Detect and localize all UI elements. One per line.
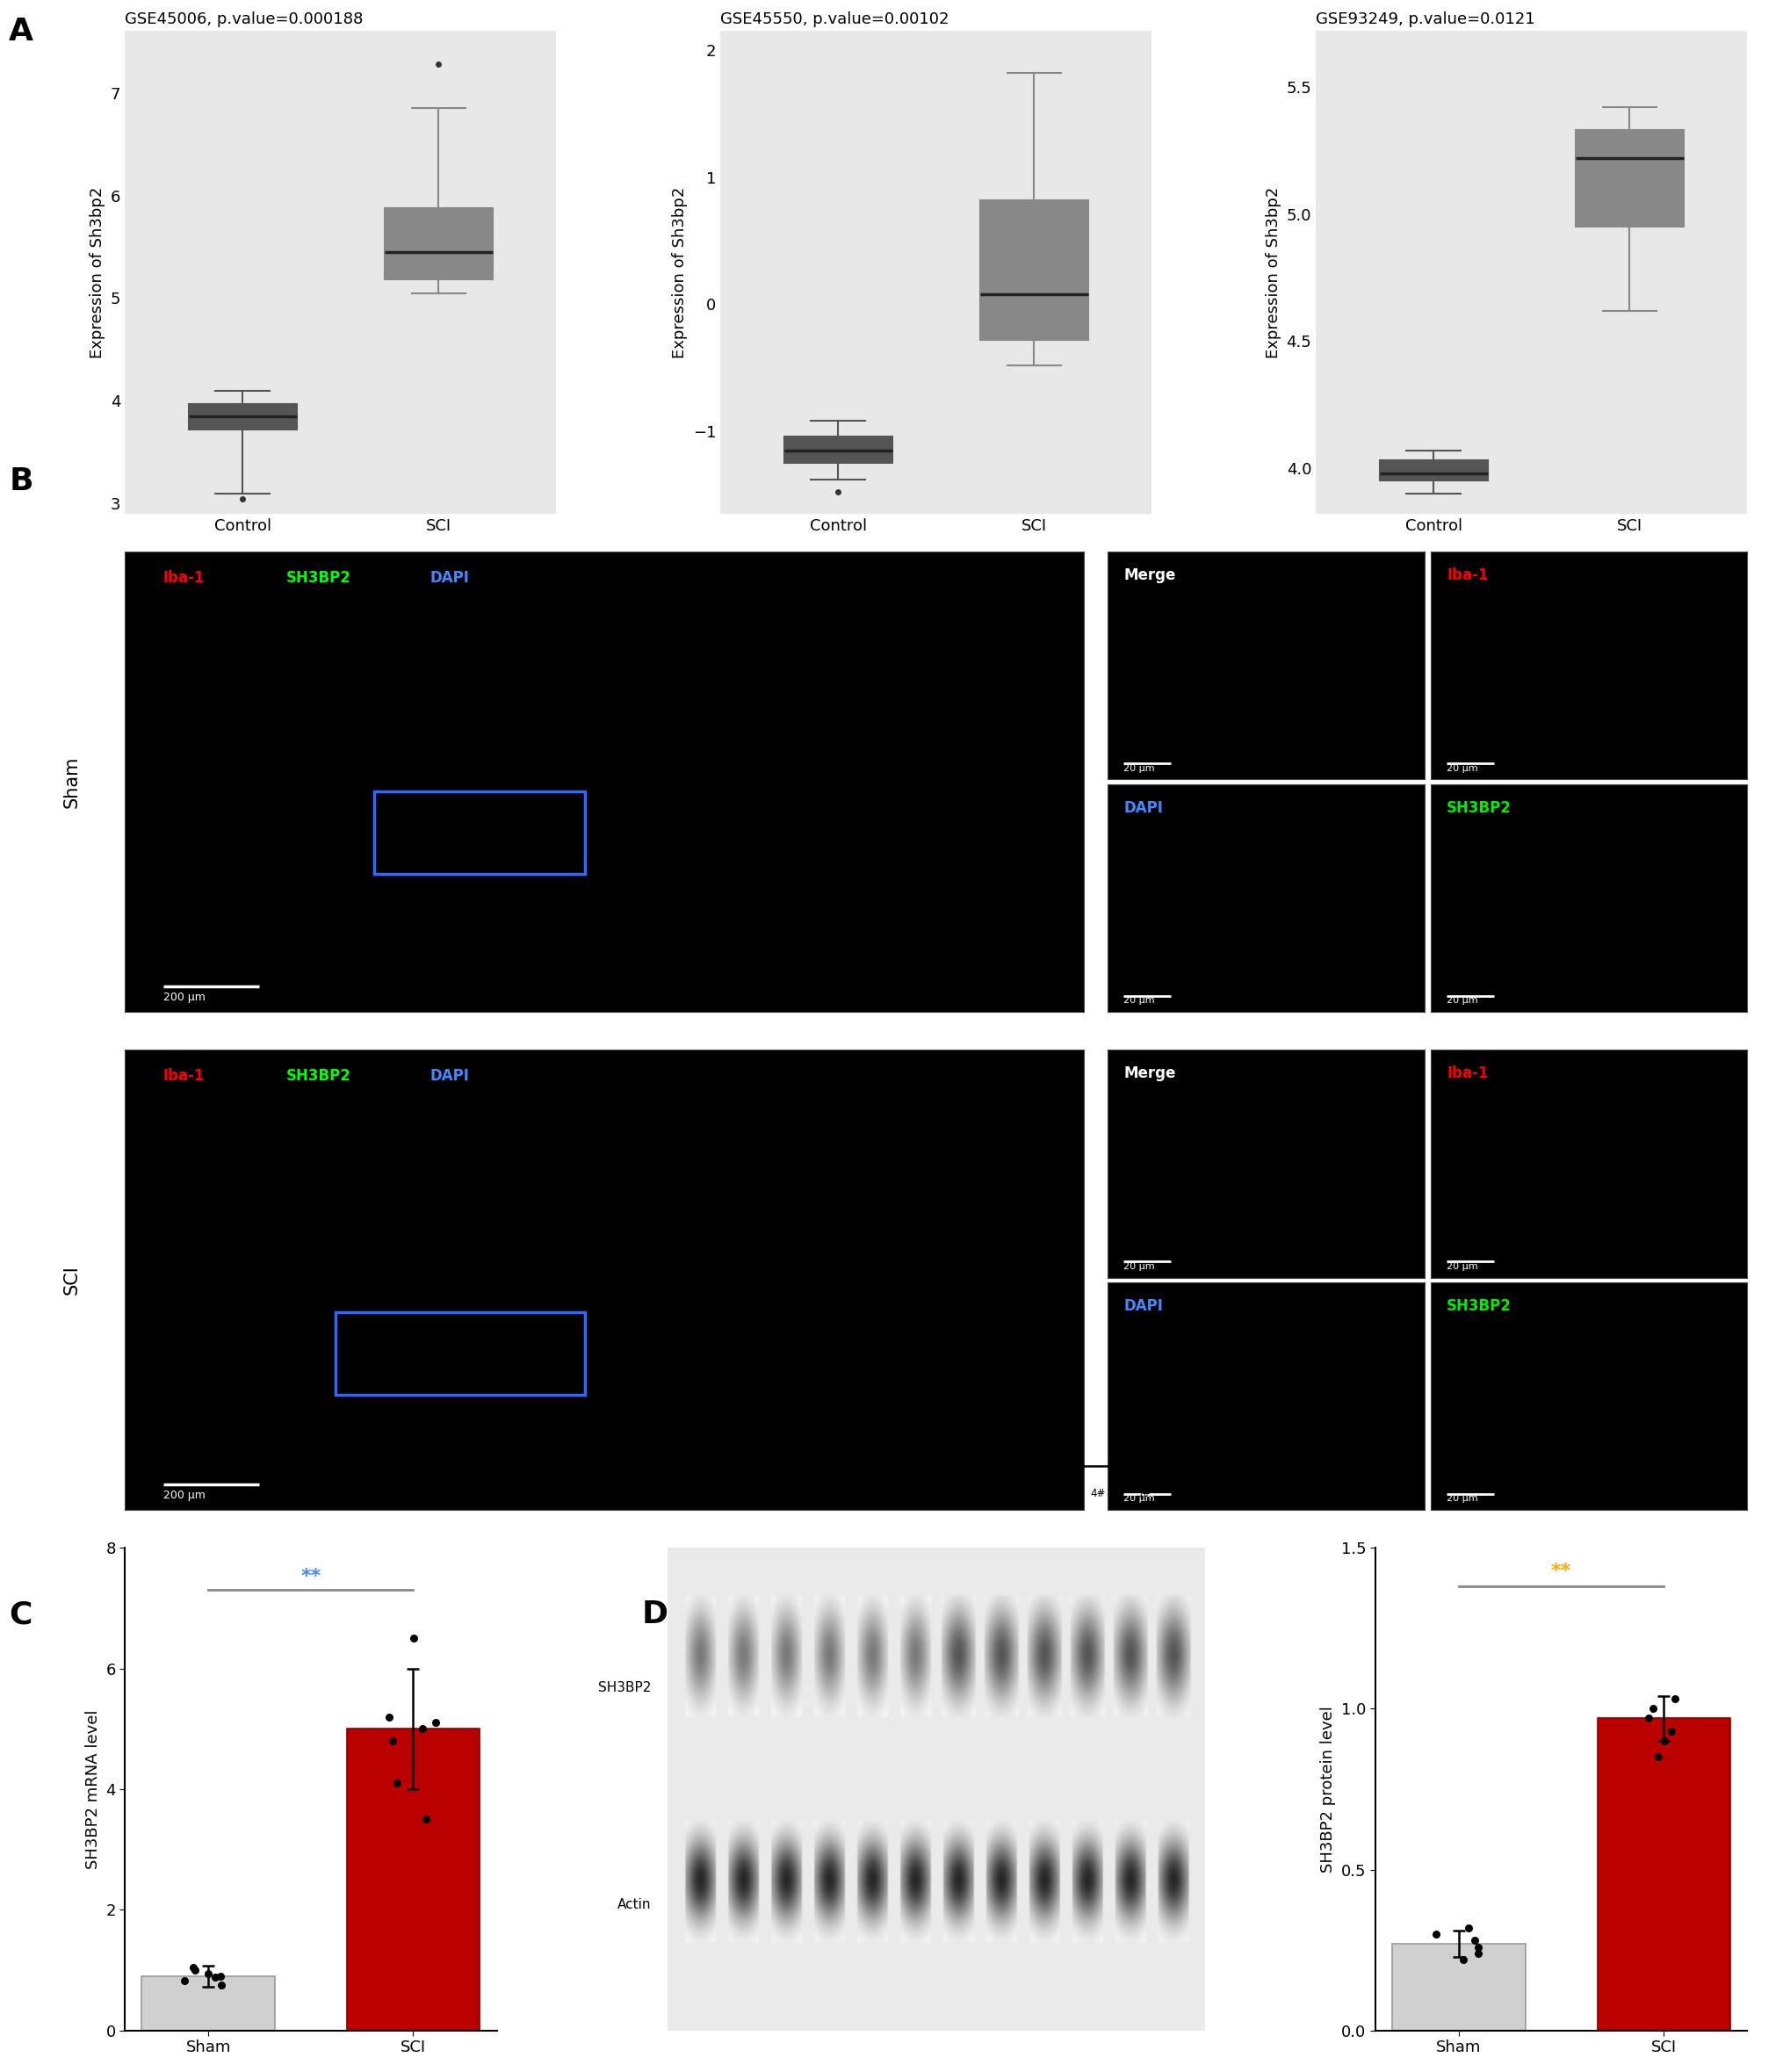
Point (207, 1960, 235, 1993)
Text: SCI: SCI (1050, 1426, 1073, 1442)
Text: 3#: 3# (1045, 1488, 1061, 1500)
Text: GSE93249, p.value=0.0121: GSE93249, p.value=0.0121 (1316, 12, 1535, 27)
Bar (1598, 1718, 1731, 2031)
Point (412, 1803, 440, 1836)
Point (1464, 1937, 1492, 1970)
Text: 3#: 3# (774, 1488, 790, 1500)
Text: SH3BP2: SH3BP2 (285, 1067, 351, 1084)
PathPatch shape (1380, 460, 1487, 481)
Text: Iba-1: Iba-1 (1446, 568, 1489, 584)
Text: SH3BP2: SH3BP2 (1446, 1297, 1512, 1314)
Text: Iba-1: Iba-1 (1446, 1065, 1489, 1082)
Text: 2#: 2# (1000, 1488, 1016, 1500)
Text: 2#: 2# (729, 1488, 745, 1500)
Text: 20 μm: 20 μm (1446, 765, 1478, 773)
Text: A: A (9, 17, 34, 46)
PathPatch shape (785, 437, 892, 462)
Y-axis label: Expression of Sh3bp2: Expression of Sh3bp2 (672, 186, 688, 358)
Point (1421, 1917, 1450, 1950)
Text: 6#: 6# (1180, 1488, 1196, 1500)
Text: DAPI: DAPI (430, 1067, 469, 1084)
Text: 20 μm: 20 μm (1446, 1494, 1478, 1502)
Text: Merge: Merge (1123, 568, 1177, 584)
Text: 20 μm: 20 μm (1123, 997, 1155, 1005)
Text: 20 μm: 20 μm (1123, 1494, 1155, 1502)
Point (171, 1964, 200, 1997)
Point (1464, 1931, 1492, 1964)
Text: SH3BP2: SH3BP2 (599, 1680, 651, 1695)
Text: 1#: 1# (956, 1488, 970, 1500)
Text: B: B (9, 466, 34, 495)
Point (207, 1968, 235, 2002)
Point (421, 1705, 449, 1738)
Text: 200 μm: 200 μm (164, 1490, 205, 1500)
Text: DAPI: DAPI (1123, 1297, 1163, 1314)
Text: Actin: Actin (617, 1898, 651, 1912)
Text: Sham: Sham (801, 1426, 842, 1442)
Y-axis label: SH3BP2 mRNA level: SH3BP2 mRNA level (86, 1709, 100, 1869)
Point (1455, 1910, 1483, 1944)
Point (1660, 1682, 1689, 1716)
Text: Sham: Sham (62, 756, 80, 808)
Bar (141, 1977, 275, 2031)
Text: 5#: 5# (1136, 1488, 1152, 1500)
Point (1460, 1925, 1489, 1958)
Point (408, 1711, 437, 1745)
Text: 20 μm: 20 μm (1446, 997, 1478, 1005)
Text: **: ** (1551, 1562, 1571, 1581)
Point (399, 1622, 428, 1656)
Point (378, 1724, 407, 1757)
Text: SH3BP2: SH3BP2 (285, 570, 351, 586)
PathPatch shape (189, 404, 296, 429)
Y-axis label: Expression of Sh3bp2: Expression of Sh3bp2 (89, 186, 105, 358)
Point (194, 1956, 223, 1989)
Text: SH3BP2: SH3BP2 (1446, 800, 1512, 816)
Text: GSE45550, p.value=0.00102: GSE45550, p.value=0.00102 (720, 12, 949, 27)
Text: 200 μm: 200 μm (164, 990, 205, 1003)
Text: 4#: 4# (820, 1488, 834, 1500)
Text: 20 μm: 20 μm (1446, 1262, 1478, 1270)
Point (1658, 1716, 1687, 1749)
Point (201, 1960, 230, 1993)
Bar (1393, 1944, 1526, 2031)
Y-axis label: SH3BP2 protein level: SH3BP2 protein level (1321, 1705, 1335, 1873)
Point (1651, 1724, 1680, 1757)
Text: 1#: 1# (685, 1488, 699, 1500)
Point (383, 1767, 412, 1801)
Bar (346, 1728, 480, 2031)
Text: D: D (642, 1600, 669, 1629)
PathPatch shape (1576, 131, 1683, 226)
Text: 20 μm: 20 μm (1123, 1262, 1155, 1270)
Text: **: ** (301, 1569, 321, 1585)
Text: DAPI: DAPI (1123, 800, 1163, 816)
Point (180, 1954, 209, 1987)
Point (1450, 1944, 1478, 1977)
Point (374, 1701, 403, 1734)
Text: 5#: 5# (865, 1488, 881, 1500)
PathPatch shape (385, 207, 492, 280)
Text: 20 μm: 20 μm (1123, 765, 1155, 773)
PathPatch shape (981, 201, 1088, 340)
Text: 6#: 6# (909, 1488, 925, 1500)
Text: GSE45006, p.value=0.000188: GSE45006, p.value=0.000188 (125, 12, 364, 27)
Y-axis label: Expression of Sh3bp2: Expression of Sh3bp2 (1266, 186, 1282, 358)
Point (1644, 1740, 1672, 1774)
Text: Iba-1: Iba-1 (164, 570, 205, 586)
Text: DAPI: DAPI (430, 570, 469, 586)
Text: SCI: SCI (62, 1266, 80, 1295)
Point (1635, 1701, 1664, 1734)
Text: Iba-1: Iba-1 (164, 1067, 205, 1084)
Point (1639, 1693, 1667, 1726)
Text: Merge: Merge (1123, 1065, 1177, 1082)
Text: 4#: 4# (1091, 1488, 1105, 1500)
Text: C: C (9, 1600, 32, 1629)
Point (180, 1950, 209, 1983)
